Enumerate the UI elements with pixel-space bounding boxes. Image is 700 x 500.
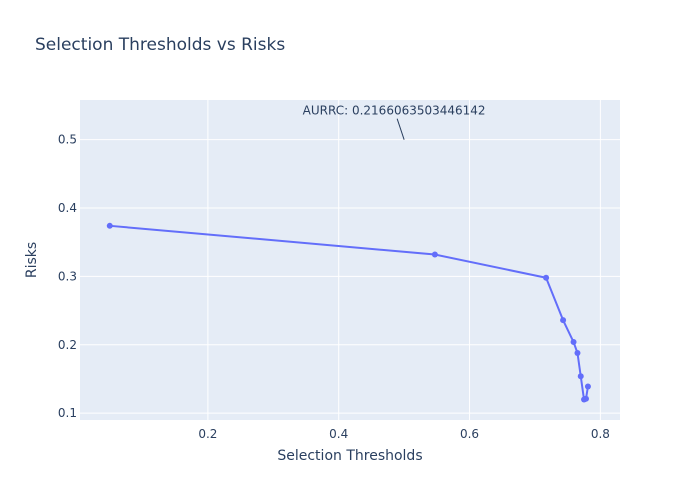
grid-lines: [80, 100, 620, 420]
y-axis-title: Risks: [24, 242, 40, 278]
data-point: [560, 317, 567, 324]
data-point: [582, 395, 589, 402]
tick-labels: 0.2 0.4 0.6 0.8 0.1 0.2 0.3 0.4 0.5: [58, 133, 610, 441]
data-point: [584, 383, 591, 390]
x-tick-label: 0.4: [329, 427, 348, 441]
annotation-layer: AURRC: 0.2166063503446142: [303, 104, 486, 140]
x-tick-label: 0.8: [591, 427, 610, 441]
y-tick-label: 0.2: [58, 338, 77, 352]
plot-area: [80, 100, 620, 420]
y-tick-label: 0.1: [58, 406, 77, 420]
x-tick-label: 0.6: [460, 427, 479, 441]
x-axis-title: Selection Thresholds: [277, 448, 422, 464]
data-point: [577, 373, 584, 380]
data-point: [106, 222, 113, 229]
x-tick-label: 0.2: [198, 427, 217, 441]
data-point: [570, 339, 577, 346]
series-layer: [106, 222, 591, 403]
data-point: [431, 251, 438, 258]
y-tick-label: 0.3: [58, 269, 77, 283]
annotation-arrow: [396, 118, 405, 140]
data-point: [543, 274, 550, 281]
y-tick-label: 0.5: [58, 133, 77, 147]
chart-title: Selection Thresholds vs Risks: [35, 35, 285, 55]
data-point: [574, 349, 581, 356]
y-tick-label: 0.4: [58, 201, 77, 215]
annotation-text: AURRC: 0.2166063503446142: [303, 104, 486, 118]
